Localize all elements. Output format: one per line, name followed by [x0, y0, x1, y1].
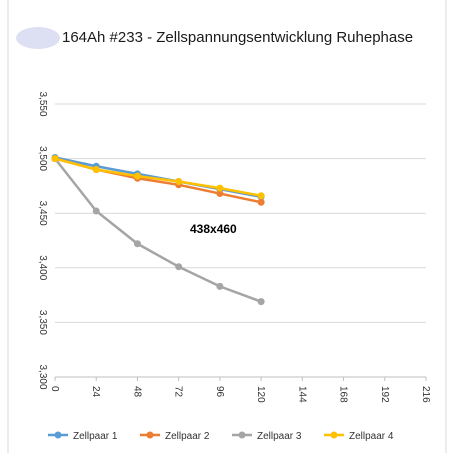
x-tick-labels: 0 24 48 72 96 120 144 168 192 216	[49, 386, 431, 403]
data-point	[133, 172, 141, 180]
y-tick-label: 3,400	[37, 255, 48, 280]
data-point	[216, 282, 224, 290]
y-tick-label: 3,500	[37, 146, 48, 171]
legend-item-3: Zellpaar 3	[232, 431, 302, 442]
y-tick-label: 3,300	[37, 364, 48, 389]
x-tick-label: 24	[90, 386, 101, 398]
x-tick-label: 48	[131, 386, 142, 398]
legend-marker	[330, 431, 338, 439]
data-point	[216, 184, 224, 192]
data-point	[92, 207, 100, 215]
x-tick-label: 144	[296, 386, 307, 403]
series-lines	[51, 154, 265, 306]
overlay-dimension-label: 438x460	[190, 222, 237, 236]
series-line	[54, 157, 262, 303]
x-tick-label: 96	[214, 386, 225, 398]
legend-marker	[146, 431, 154, 439]
data-point	[216, 190, 224, 198]
data-point	[92, 166, 100, 174]
x-tick-label: 192	[379, 386, 390, 403]
data-point	[51, 155, 59, 163]
x-tick-label: 168	[338, 386, 349, 403]
legend-item-2: Zellpaar 2	[140, 431, 210, 442]
y-tick-label: 3,450	[37, 201, 48, 226]
y-tick-label: 3,550	[37, 91, 48, 116]
legend: Zellpaar 1 Zellpaar 2 Zellpaar 3 Zellpaar 4	[48, 431, 394, 442]
data-point	[257, 198, 265, 206]
x-tick-label: 0	[49, 386, 60, 392]
legend-label: Zellpaar 1	[73, 431, 118, 442]
legend-label: Zellpaar 4	[349, 431, 394, 442]
y-tick-label: 3,350	[37, 310, 48, 335]
data-point	[257, 192, 265, 200]
series-4	[51, 155, 265, 200]
axes	[54, 376, 427, 381]
legend-item-4: Zellpaar 4	[324, 431, 394, 442]
data-point	[175, 263, 183, 271]
legend-marker	[54, 431, 62, 439]
data-point	[175, 178, 183, 186]
legend-label: Zellpaar 2	[165, 431, 210, 442]
series-line	[54, 157, 262, 197]
legend-label: Zellpaar 3	[257, 431, 302, 442]
blurred-logo	[16, 27, 60, 49]
x-tick-label: 120	[255, 386, 266, 403]
data-point	[133, 240, 141, 248]
legend-item-1: Zellpaar 1	[48, 431, 118, 442]
grid	[55, 103, 426, 323]
chart-title: 164Ah #233 - Zellspannungsentwicklung Ru…	[62, 29, 413, 46]
x-tick-label: 72	[173, 386, 184, 398]
legend-marker	[238, 431, 246, 439]
data-point	[257, 298, 265, 306]
x-tick-label: 216	[420, 386, 431, 403]
y-tick-labels: 3,300 3,350 3,400 3,450 3,500 3,550	[37, 91, 48, 389]
